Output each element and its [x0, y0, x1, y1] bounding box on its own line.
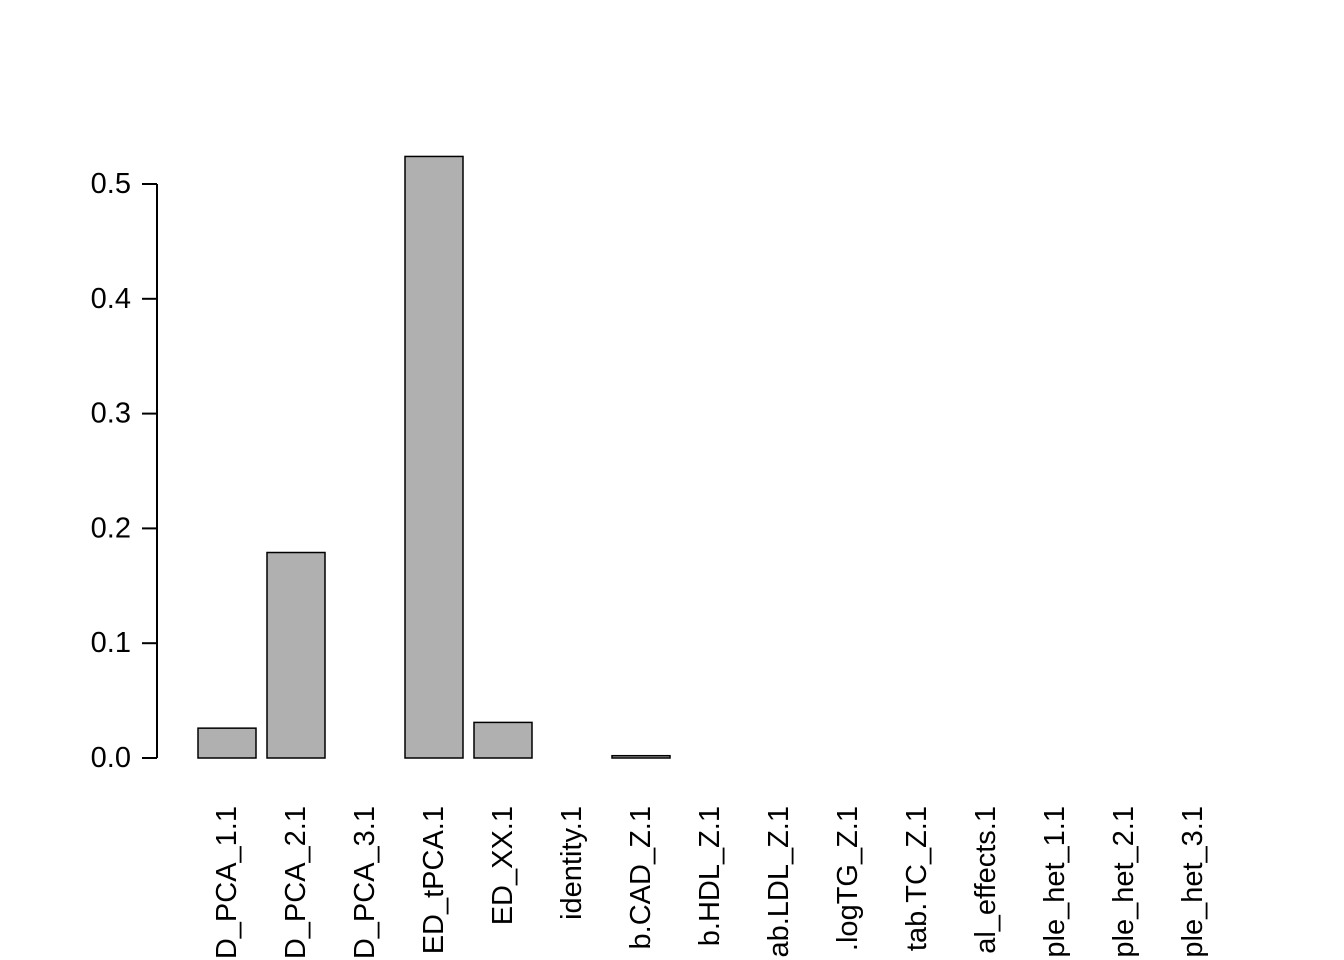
bar: [404, 155, 464, 759]
category-label: ple_het_2.1: [1108, 806, 1140, 958]
bar: [611, 754, 671, 759]
category-label: ab.LDL_Z.1: [763, 806, 795, 958]
category-label: ple_het_1.1: [1039, 806, 1071, 958]
category-label: D_PCA_2.1: [280, 806, 312, 959]
y-tick-label: 0.3: [91, 398, 131, 430]
y-tick-label: 0.1: [91, 627, 131, 659]
category-label: .logTG_Z.1: [832, 806, 864, 951]
category-label: D_PCA_1.1: [211, 806, 243, 959]
category-labels: D_PCA_1.1 D_PCA_2.1 D_PCA_3.1 ED_tPCA.1 ED_X…: [211, 806, 1209, 959]
y-tick-label: 0.5: [91, 168, 131, 200]
category-label: al_effects.1: [970, 806, 1002, 954]
y-tick-label: 0.4: [91, 283, 131, 315]
category-label: D_PCA_3.1: [349, 806, 381, 959]
category-label: identity.1: [556, 806, 588, 920]
category-label: b.CAD_Z.1: [625, 806, 657, 949]
bars: [197, 155, 671, 759]
category-label: b.HDL_Z.1: [694, 806, 726, 946]
category-label: ple_het_3.1: [1177, 806, 1209, 958]
bar: [197, 727, 257, 759]
category-label: ED_tPCA.1: [418, 806, 450, 954]
bar: [266, 551, 326, 759]
y-tick-label: 0.0: [91, 742, 131, 774]
category-label: tab.TC_Z.1: [901, 806, 933, 951]
y-tick-label: 0.2: [91, 512, 131, 544]
bar: [473, 721, 533, 759]
y-axis: 0.0 0.1 0.2 0.3 0.4 0.5: [91, 168, 158, 774]
category-label: ED_XX.1: [487, 806, 519, 925]
